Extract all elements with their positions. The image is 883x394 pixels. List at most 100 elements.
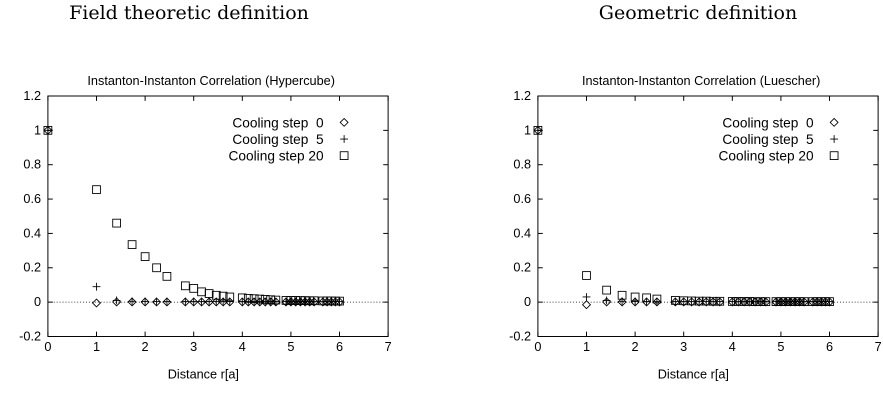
luescher-x-tick-label: 2 [632, 340, 639, 354]
luescher-point-square [602, 285, 611, 295]
hypercube-x-tick-label: 3 [190, 340, 197, 354]
luescher-y-tick-label: 0.6 [513, 192, 531, 206]
hypercube-point-diamond [309, 297, 319, 307]
luescher-y-tick-label: 1 [524, 123, 531, 137]
hypercube-point-square [43, 126, 53, 135]
luescher-point-square [701, 296, 711, 306]
hypercube-point-plus [112, 296, 121, 305]
luescher-point-square [771, 297, 781, 306]
hypercube-point-square [237, 293, 247, 303]
hypercube-point-square [291, 296, 301, 305]
hypercube-point-diamond [140, 297, 150, 307]
luescher-point-plus [679, 297, 688, 306]
hypercube-legend-label: Cooling step 0 [232, 115, 324, 130]
luescher-point-diamond [694, 297, 704, 307]
hypercube-y-tick-label: 1.2 [23, 89, 41, 103]
right-figure-caption: Geometric definition [598, 2, 798, 24]
hypercube-x-tick-label: 0 [44, 340, 51, 354]
luescher-y-tick-label: 0.4 [513, 226, 531, 240]
hypercube-y-tick-label: 0.6 [23, 192, 41, 206]
luescher-point-square [790, 297, 800, 306]
hypercube-point-diamond [152, 297, 162, 307]
hypercube-y-tick-label: 0 [34, 295, 41, 309]
hypercube-point-square [296, 296, 305, 305]
luescher-point-diamond [617, 297, 627, 307]
hypercube-point-diamond [127, 297, 137, 307]
luescher-point-square [761, 297, 771, 306]
luescher-point-square [708, 296, 718, 306]
hypercube-point-square [286, 296, 296, 305]
hypercube-point-diamond [318, 297, 328, 307]
hypercube-point-plus [189, 297, 198, 306]
hypercube-point-square [271, 295, 281, 305]
hypercube-y-tick-label: 0.2 [23, 261, 41, 275]
hypercube-correlation-chart: Instanton-Instanton Correlation (Hypercu… [19, 74, 392, 382]
hypercube-point-plus [152, 297, 161, 306]
hypercube-point-diamond [322, 297, 332, 307]
hypercube-point-square [309, 296, 319, 306]
luescher-plot-frame [537, 95, 879, 337]
luescher-point-diamond [642, 297, 652, 307]
luescher-x-tick-label: 0 [534, 340, 541, 354]
hypercube-x-tick-label: 5 [287, 340, 294, 354]
hypercube-y-tick-label: -0.2 [19, 329, 41, 343]
luescher-point-plus [582, 293, 591, 301]
luescher-point-square [652, 294, 662, 304]
hypercube-point-square [204, 289, 214, 298]
hypercube-point-square [281, 296, 291, 305]
hypercube-point-diamond [305, 297, 315, 307]
luescher-point-square [617, 290, 627, 300]
luescher-point-plus [695, 297, 704, 306]
hypercube-point-square [180, 281, 190, 291]
luescher-y-tick-label: 0.2 [513, 261, 531, 275]
luescher-point-diamond [670, 297, 680, 307]
hypercube-x-tick-label: 1 [93, 340, 100, 354]
luescher-x-tick-label: 1 [583, 340, 590, 354]
hypercube-point-diamond [334, 297, 345, 307]
luescher-point-square [733, 297, 743, 306]
luescher-point-diamond [727, 297, 737, 307]
hypercube-x-axis-label: Distance r[a] [168, 368, 239, 382]
luescher-point-square [715, 296, 725, 306]
luescher-y-tick-label: 0.8 [513, 158, 531, 172]
luescher-point-square [825, 297, 834, 306]
hypercube-point-square [197, 287, 206, 297]
luescher-x-tick-label: 6 [826, 340, 833, 354]
hypercube-point-square [127, 240, 137, 249]
hypercube-point-plus [128, 297, 136, 306]
hypercube-point-diamond [330, 297, 340, 307]
hypercube-point-square [225, 292, 235, 302]
luescher-point-diamond [687, 297, 697, 307]
hypercube-point-square [249, 294, 259, 304]
hypercube-point-plus [219, 297, 228, 306]
hypercube-point-plus [225, 297, 234, 306]
hypercube-legend-label: Cooling step 5 [232, 132, 324, 147]
hypercube-legend-marker-plus [340, 135, 349, 143]
hypercube-point-plus [197, 297, 206, 306]
luescher-legend-marker-plus [830, 135, 839, 143]
luescher-x-tick-label: 3 [680, 340, 687, 354]
hypercube-point-plus [141, 297, 150, 306]
luescher-correlation-chart: Instanton-Instanton Correlation (Luesche… [509, 74, 881, 381]
luescher-point-square [694, 296, 704, 306]
luescher-point-diamond [581, 300, 592, 310]
luescher-point-square [776, 297, 786, 306]
hypercube-x-tick-label: 2 [142, 340, 149, 354]
luescher-chart-title: Instanton-Instanton Correlation (Luesche… [582, 74, 820, 88]
hypercube-point-diamond [91, 298, 102, 308]
hypercube-point-plus [205, 297, 214, 306]
luescher-point-plus [687, 297, 696, 306]
hypercube-legend-marker-square [339, 151, 349, 160]
hypercube-point-plus [92, 282, 101, 291]
luescher-point-plus [602, 296, 611, 305]
luescher-y-tick-label: -0.2 [509, 329, 531, 343]
hypercube-x-tick-label: 7 [385, 340, 392, 354]
luescher-point-diamond [652, 297, 662, 307]
hypercube-point-square [305, 296, 314, 306]
hypercube-y-tick-label: 1 [34, 123, 41, 137]
hypercube-point-diamond [162, 297, 172, 307]
hypercube-point-diamond [300, 297, 310, 307]
luescher-point-square [739, 297, 749, 306]
hypercube-point-plus [310, 297, 319, 306]
luescher-legend-marker-square [829, 151, 839, 160]
